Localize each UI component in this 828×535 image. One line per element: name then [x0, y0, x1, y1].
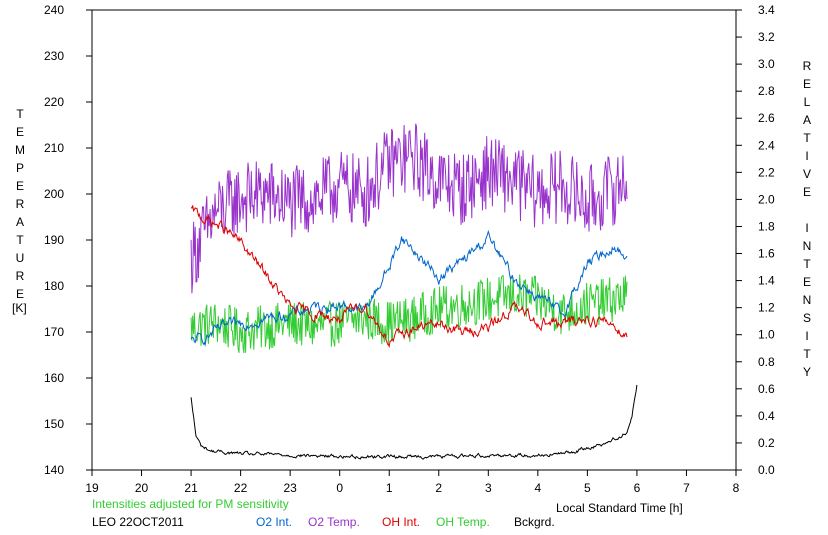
y-left-label-letter: T — [16, 107, 24, 121]
y-right-label-letter: A — [803, 113, 811, 127]
y-right-tick-label: 2.2 — [758, 165, 775, 179]
y-left-label-letter: E — [16, 287, 24, 301]
y-left-label-letter: A — [16, 215, 24, 229]
left-unit-label: [K] — [12, 301, 27, 315]
y-left-label-letter: T — [16, 233, 24, 247]
x-tick-label: 8 — [733, 481, 740, 495]
y-right-label-letter: N — [803, 293, 812, 307]
x-tick-label: 1 — [386, 481, 393, 495]
y-right-label-letter: V — [803, 167, 811, 181]
y-left-tick-label: 200 — [44, 187, 64, 201]
y-left-tick-label: 150 — [44, 417, 64, 431]
y-right-tick-label: 2.4 — [758, 138, 775, 152]
y-left-label-letter: U — [16, 251, 25, 265]
y-right-label-letter: E — [803, 77, 811, 91]
x-tick-label: 4 — [535, 481, 542, 495]
series-layer — [190, 123, 638, 460]
x-tick-label: 0 — [336, 481, 343, 495]
y-left-tick-label: 160 — [44, 371, 64, 385]
station-label: LEO 22OCT2011 — [92, 515, 184, 529]
y-right-label-letter: T — [803, 347, 811, 361]
y-right-tick-label: 1.6 — [758, 247, 775, 261]
y-left-tick-label: 240 — [44, 3, 64, 17]
y-right-label-letter: R — [803, 59, 812, 73]
y-right-label-letter: Y — [803, 365, 811, 379]
plot-frame — [91, 9, 737, 471]
y-left-label-letter: R — [16, 269, 25, 283]
legend-item: OH Temp. — [436, 515, 490, 529]
y-right-tick-label: 2.0 — [758, 192, 775, 206]
y-right-tick-label: 1.2 — [758, 301, 775, 315]
y-left-tick-label: 220 — [44, 95, 64, 109]
y-right-tick-label: 3.4 — [758, 3, 775, 17]
y-right-label-letter: L — [804, 95, 811, 109]
y-right-label-letter: E — [803, 275, 811, 289]
y-right-tick-label: 3.2 — [758, 30, 775, 44]
x-tick-label: 21 — [184, 481, 198, 495]
y-right-tick-label: 0.4 — [758, 409, 775, 423]
y-right-tick-label: 0.2 — [758, 436, 775, 450]
y-left-tick-label: 190 — [44, 233, 64, 247]
y-left-tick-label: 210 — [44, 141, 64, 155]
y-right-label-letter: N — [803, 239, 812, 253]
right-axis-ticks: 0.0 0.2 0.4 0.6 0.8 1.0 1.2 1.4 1.6 1.8 2.0 2.2 2.4 2… — [736, 3, 775, 477]
y-right-tick-label: 0.0 — [758, 463, 775, 477]
legend-item: O2 Int. — [256, 515, 292, 529]
y-left-tick-label: 230 — [44, 49, 64, 63]
x-tick-label: 23 — [283, 481, 297, 495]
y-left-label-letter: P — [16, 161, 24, 175]
y-right-tick-label: 1.0 — [758, 328, 775, 342]
x-tick-label: 20 — [135, 481, 149, 495]
legend: O2 Int. O2 Temp. OH Int. OH Temp. Bckgrd. — [256, 515, 555, 529]
x-tick-label: 19 — [85, 481, 99, 495]
x-tick-label: 7 — [683, 481, 690, 495]
y-left-tick-label: 140 — [44, 463, 64, 477]
series-line-o2-int — [190, 229, 628, 347]
y-right-label-letter: S — [803, 311, 811, 325]
y-right-label-letter: T — [803, 131, 811, 145]
y-right-tick-label: 0.8 — [758, 355, 775, 369]
x-axis-label: Local Standard Time [h] — [556, 501, 683, 515]
series-line-o2-temp — [190, 123, 628, 294]
series-line-oh-int — [190, 205, 628, 349]
y-right-tick-label: 2.6 — [758, 111, 775, 125]
y-right-label-letter: I — [805, 221, 808, 235]
y-left-label-letter: M — [15, 143, 25, 157]
y-right-tick-label: 3.0 — [758, 57, 775, 71]
legend-item: O2 Temp. — [308, 515, 360, 529]
y-left-tick-label: 180 — [44, 279, 64, 293]
y-left-label-letter: E — [16, 125, 24, 139]
y-right-tick-label: 1.8 — [758, 219, 775, 233]
x-tick-label: 6 — [634, 481, 641, 495]
y-left-label-letter: R — [16, 197, 25, 211]
legend-item: OH Int. — [382, 515, 420, 529]
y-right-label-letter: E — [803, 185, 811, 199]
series-line-oh-temp — [190, 274, 628, 354]
y-left-tick-label: 170 — [44, 325, 64, 339]
legend-item: Bckgrd. — [514, 515, 555, 529]
series-line-bckgrd — [190, 384, 638, 460]
y-left-label-letter: E — [16, 179, 24, 193]
x-tick-label: 22 — [234, 481, 248, 495]
x-tick-label: 2 — [435, 481, 442, 495]
y-right-tick-label: 1.4 — [758, 274, 775, 288]
y-right-label-letter: I — [805, 149, 808, 163]
y-right-tick-label: 2.8 — [758, 84, 775, 98]
left-axis-ticks: 140 150 160 170 180 190 200 210 220 230 240 — [44, 3, 92, 477]
x-axis-ticks: 19 20 21 22 23 0 1 2 3 4 5 6 7 8 — [85, 470, 740, 495]
x-tick-label: 5 — [584, 481, 591, 495]
adjustment-note: Intensities adjusted for PM sensitivity — [92, 497, 289, 511]
y-right-tick-label: 0.6 — [758, 382, 775, 396]
x-tick-label: 3 — [485, 481, 492, 495]
y-right-label-letter: I — [805, 329, 808, 343]
y-right-label-letter: T — [803, 257, 811, 271]
